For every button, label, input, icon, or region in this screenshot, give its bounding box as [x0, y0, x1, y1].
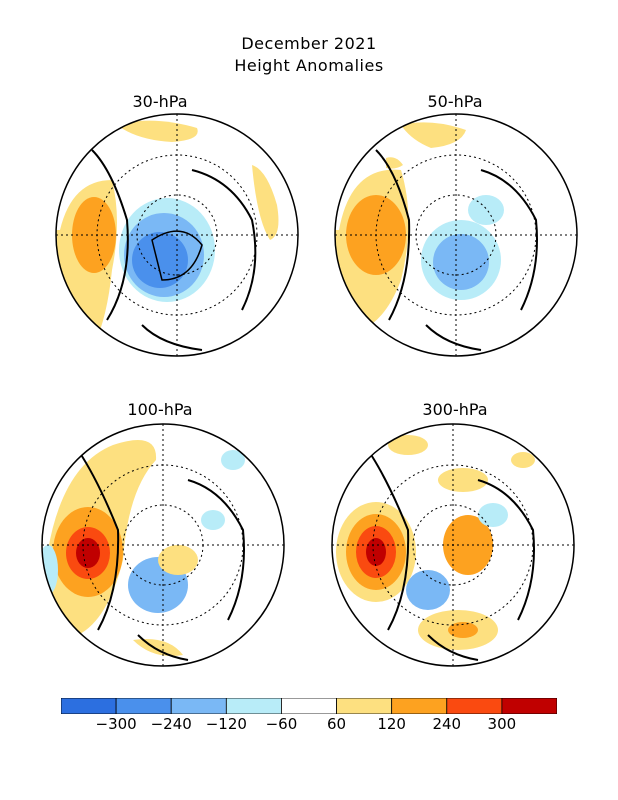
colorbar-swatch	[501, 698, 557, 714]
colorbar-tick-label: −300	[95, 715, 137, 733]
map-300hpa	[331, 423, 575, 667]
colorbar-tick-label: 240	[432, 715, 462, 733]
map-30hpa	[55, 113, 299, 357]
panel-title-50hpa: 50-hPa	[427, 92, 483, 111]
title-month: December 2021	[241, 34, 377, 53]
colorbar-swatch	[336, 698, 393, 714]
title-variable: Height Anomalies	[234, 56, 384, 75]
colorbar-tick-label: −60	[265, 715, 298, 733]
colorbar-tick-label: −240	[150, 715, 192, 733]
colorbar-swatch	[170, 698, 227, 714]
panel-title-100hpa: 100-hPa	[127, 400, 193, 419]
colorbar-swatch	[446, 698, 503, 714]
map-50hpa	[334, 113, 578, 357]
colorbar-tick-label: −120	[205, 715, 247, 733]
map-100hpa	[41, 423, 285, 667]
colorbar-swatch	[115, 698, 172, 714]
colorbar-tick-label: 120	[377, 715, 406, 733]
colorbar-tick-label: 60	[327, 715, 347, 733]
colorbar-swatch	[225, 698, 282, 714]
colorbar-swatch	[391, 698, 448, 714]
colorbar	[61, 698, 557, 714]
colorbar-tick-label: 300	[487, 715, 517, 733]
colorbar-swatch	[281, 698, 337, 714]
panel-title-30hpa: 30-hPa	[132, 92, 188, 111]
panel-title-300hpa: 300-hPa	[422, 400, 488, 419]
colorbar-swatch	[61, 698, 117, 714]
